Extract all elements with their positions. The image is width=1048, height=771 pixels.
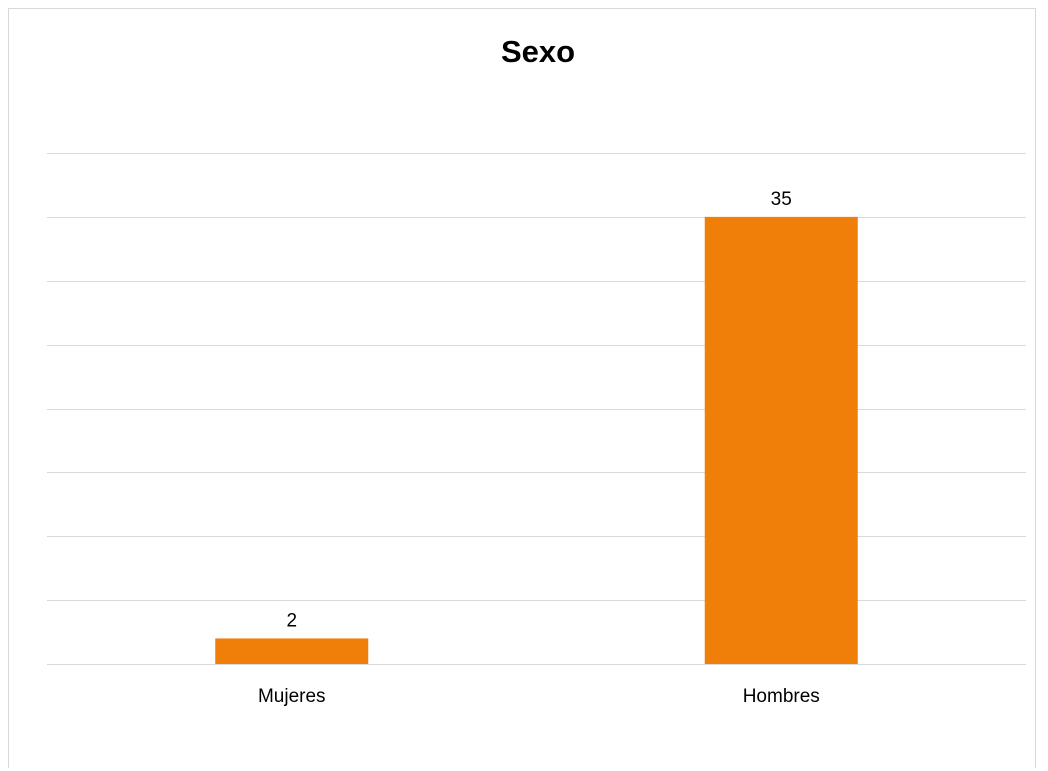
x-tick-label-hombres: Hombres <box>743 686 820 707</box>
x-tick-label-mujeres: Mujeres <box>258 686 326 707</box>
bar-hombres <box>704 216 858 664</box>
bar-mujeres <box>215 638 369 664</box>
data-label-hombres: 35 <box>771 189 792 210</box>
chart-title: Sexo <box>500 34 576 69</box>
data-label-mujeres: 2 <box>286 610 297 631</box>
chart-frame <box>8 8 1036 768</box>
